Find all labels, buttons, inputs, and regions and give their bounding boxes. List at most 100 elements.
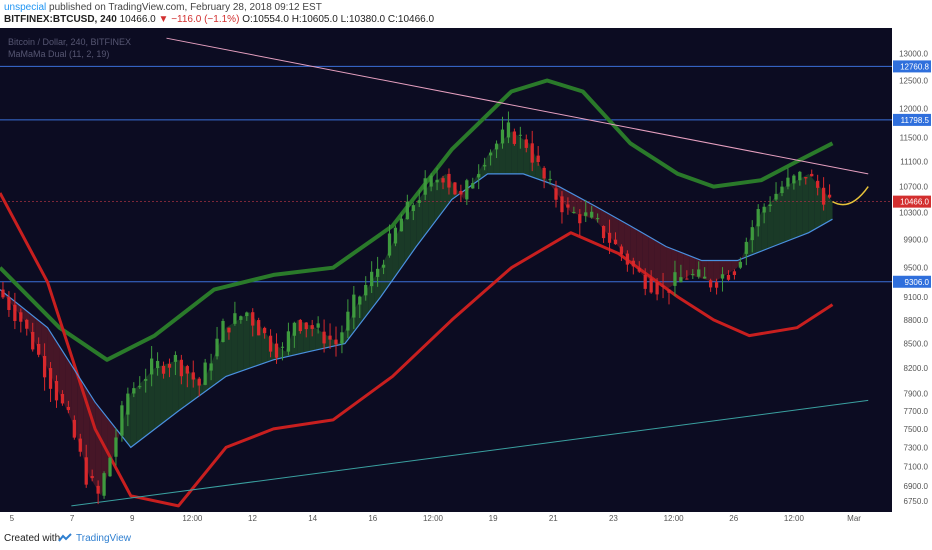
tradingview-brand[interactable]: TradingView xyxy=(76,533,132,544)
author-link[interactable]: unspecial xyxy=(4,2,47,13)
time-tick-label: 12 xyxy=(248,514,257,523)
bear-cloud-segment xyxy=(95,402,102,496)
bear-cloud-segment xyxy=(570,193,577,215)
time-tick-label: 5 xyxy=(10,514,15,523)
candle-up xyxy=(596,218,600,220)
candle-up xyxy=(756,209,760,227)
last-price-label: 10466.0 xyxy=(900,198,929,207)
candle-up xyxy=(138,386,142,388)
candle-down xyxy=(607,232,612,243)
bull-cloud-segment xyxy=(243,312,250,371)
candle-up xyxy=(209,363,213,371)
time-tick-label: 12:00 xyxy=(784,514,805,523)
bull-cloud-segment xyxy=(790,180,797,240)
lower-envelope-line xyxy=(0,192,834,508)
candle-up xyxy=(233,313,237,324)
bull-cloud-segment xyxy=(440,173,446,216)
bear-cloud-segment xyxy=(654,239,661,286)
price-chart[interactable]: 13000.0 12500.0 12000.0 11500.0 11100.0 10700… xyxy=(0,28,932,524)
bear-cloud-segment xyxy=(713,260,720,283)
price-tick-label: 6750.0 xyxy=(904,497,929,506)
time-tick-label: 16 xyxy=(368,514,377,523)
price-tick-label: 6900.0 xyxy=(904,482,929,491)
candle-down xyxy=(37,343,41,355)
price-tick-label: 13000.0 xyxy=(899,50,928,59)
time-tick-label: 19 xyxy=(489,514,498,523)
created-with-label: Created with xyxy=(4,533,61,544)
change-arrow-icon: ▼ xyxy=(158,14,169,25)
price-tick-label: 7100.0 xyxy=(904,462,929,471)
legend-indicator[interactable]: MaMaMa Dual (11, 2, 19) xyxy=(8,49,110,59)
candle-up xyxy=(798,171,802,181)
price-tick-label: 7900.0 xyxy=(904,389,929,398)
bull-cloud-segment xyxy=(779,186,785,245)
candle-up xyxy=(471,183,475,189)
candle-down xyxy=(560,196,564,213)
candle-up xyxy=(744,241,748,254)
price-tick-label: 11100.0 xyxy=(900,158,928,167)
candle-down xyxy=(708,280,713,288)
bear-cloud-segment xyxy=(725,260,732,275)
bull-cloud-segment xyxy=(404,211,411,264)
candle-up xyxy=(548,178,552,181)
price-tick-label: 8500.0 xyxy=(904,340,929,349)
bull-cloud-segment xyxy=(808,173,815,233)
candle-up xyxy=(381,264,386,268)
candle-down xyxy=(685,278,689,280)
bear-cloud-segment xyxy=(65,355,72,420)
candle-down xyxy=(1,289,5,298)
bear-cloud-segment xyxy=(648,236,655,283)
candle-up xyxy=(114,437,118,457)
candle-up xyxy=(780,186,784,194)
candle-up xyxy=(215,338,219,357)
time-tick-label: Mar xyxy=(847,514,861,523)
candle-down xyxy=(251,312,255,326)
price-tick-label: 10700.0 xyxy=(899,183,928,192)
candle-down xyxy=(72,419,76,438)
bear-cloud-segment xyxy=(689,255,696,277)
tradingview-logo-icon xyxy=(58,533,72,542)
time-axis-panel xyxy=(0,512,932,524)
bull-cloud-segment xyxy=(493,143,500,174)
candle-down xyxy=(13,304,17,321)
candle-up xyxy=(697,269,701,277)
candle-down xyxy=(179,359,184,377)
bear-cloud-segment xyxy=(47,327,54,382)
candle-down xyxy=(667,289,671,293)
bull-cloud-segment xyxy=(398,219,405,272)
candle-up xyxy=(720,274,725,279)
candle-up xyxy=(411,205,415,212)
candle-down xyxy=(167,363,172,368)
candle-up xyxy=(774,193,778,200)
bull-cloud-segment xyxy=(237,316,244,373)
candle-down xyxy=(554,188,558,200)
chart-canvas[interactable]: 13000.0 12500.0 12000.0 11500.0 11100.0 10700… xyxy=(0,28,932,524)
bull-cloud-segment xyxy=(166,361,173,421)
candle-down xyxy=(268,335,273,352)
support-trendline xyxy=(71,399,869,507)
candle-up xyxy=(245,312,249,317)
candle-down xyxy=(334,339,338,345)
bull-cloud-segment xyxy=(309,325,316,352)
candle-down xyxy=(714,282,719,288)
candle-up xyxy=(417,200,421,203)
candle-down xyxy=(732,271,737,276)
price-tick-label: 12500.0 xyxy=(899,76,928,85)
bull-cloud-segment xyxy=(814,180,821,230)
price-tick-label: 12000.0 xyxy=(899,104,928,113)
candle-down xyxy=(810,173,814,177)
price-tick-label: 7300.0 xyxy=(904,443,929,452)
bull-cloud-segment xyxy=(826,194,833,223)
last-price: 10466.0 xyxy=(119,14,156,25)
mid-line xyxy=(0,173,833,449)
candle-up xyxy=(483,165,487,167)
candle-up xyxy=(494,143,499,150)
candle-down xyxy=(60,393,65,404)
candle-up xyxy=(399,218,404,232)
bear-cloud-segment xyxy=(731,260,738,272)
time-tick-label: 23 xyxy=(609,514,618,523)
candle-down xyxy=(191,372,195,380)
price-tick-label: 11500.0 xyxy=(900,133,929,142)
candle-down xyxy=(78,438,82,452)
bull-cloud-segment xyxy=(249,312,256,369)
